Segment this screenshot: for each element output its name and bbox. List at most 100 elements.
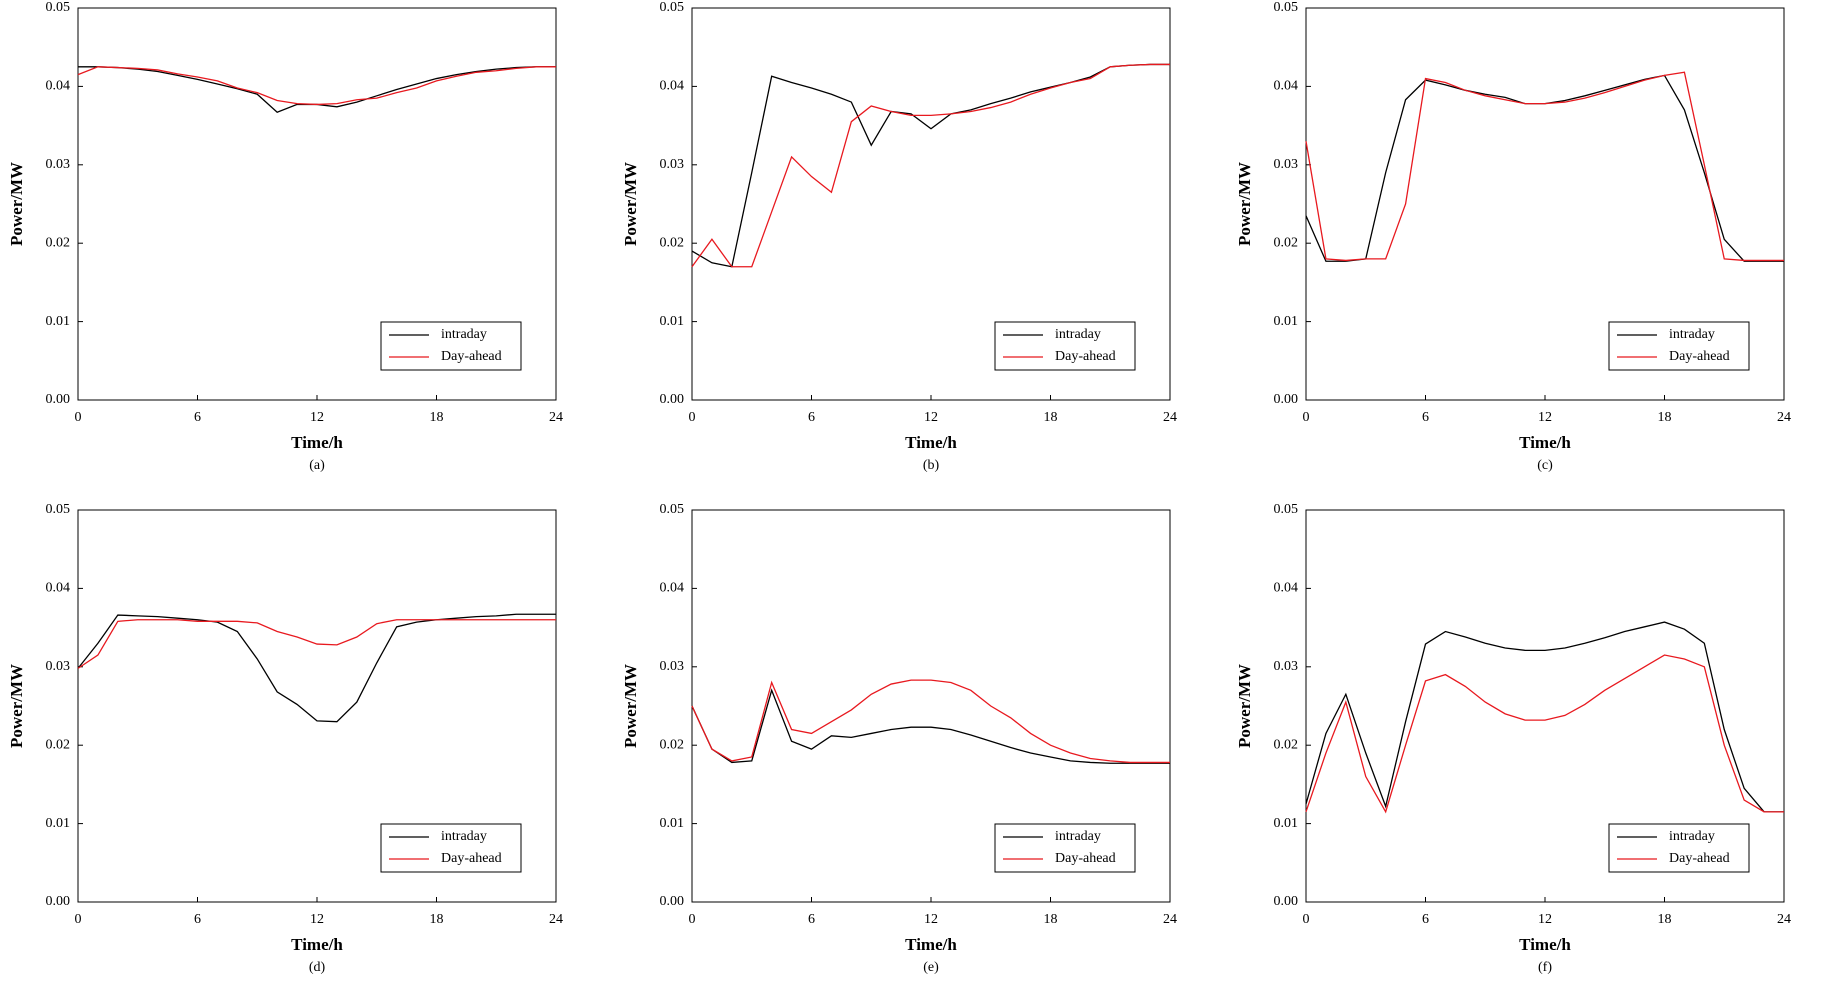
series-line [691, 63, 1170, 268]
y-tick-label: 0.05 [1274, 502, 1299, 517]
x-tick-label: 12 [924, 410, 938, 425]
x-tick-label: 24 [549, 912, 563, 927]
legend-label: intraday [1669, 829, 1715, 844]
legend-label: Day-ahead [441, 349, 502, 364]
x-tick-label: 18 [1658, 410, 1672, 425]
x-tick-label: 18 [1658, 912, 1672, 927]
legend-box [1608, 321, 1750, 371]
y-tick-label: 0.05 [660, 502, 685, 517]
y-tick-label: 0.05 [660, 0, 685, 15]
x-axis-label: Time/h [291, 433, 343, 452]
legend-label: Day-ahead [441, 851, 502, 866]
y-tick-label: 0.05 [46, 502, 71, 517]
caption: (e) [923, 960, 939, 975]
legend-label: Day-ahead [1055, 851, 1116, 866]
x-tick-label: 18 [430, 912, 444, 927]
y-axis-label: Power/MW [7, 162, 26, 246]
y-tick-label: 0.04 [1274, 581, 1299, 596]
x-tick-label: 24 [549, 410, 563, 425]
x-axis-label: Time/h [1519, 433, 1571, 452]
x-tick-label: 6 [194, 410, 201, 425]
x-tick-label: 24 [1777, 410, 1791, 425]
caption: (a) [309, 458, 325, 473]
y-tick-label: 0.00 [660, 392, 685, 407]
y-tick-label: 0.03 [660, 157, 685, 172]
x-axis-label: Time/h [1519, 935, 1571, 954]
x-tick-label: 18 [430, 410, 444, 425]
x-tick-label: 0 [1303, 912, 1310, 927]
y-tick-label: 0.01 [660, 816, 685, 831]
series-line [1305, 621, 1784, 813]
y-tick-label: 0.03 [46, 157, 71, 172]
y-tick-label: 0.03 [1274, 659, 1299, 674]
series-line [1305, 71, 1784, 262]
y-tick-label: 0.02 [46, 235, 71, 250]
x-tick-label: 12 [310, 912, 324, 927]
y-tick-label: 0.01 [660, 314, 685, 329]
y-tick-label: 0.03 [660, 659, 685, 674]
legend-label: intraday [1055, 829, 1101, 844]
legend-box [380, 823, 522, 873]
y-tick-label: 0.00 [1274, 392, 1299, 407]
y-tick-label: 0.00 [660, 894, 685, 909]
y-tick-label: 0.00 [1274, 894, 1299, 909]
y-tick-label: 0.05 [46, 0, 71, 15]
y-tick-label: 0.04 [46, 581, 71, 596]
x-tick-label: 6 [808, 410, 815, 425]
x-tick-label: 18 [1044, 410, 1058, 425]
y-tick-label: 0.01 [1274, 816, 1299, 831]
y-axis-label: Power/MW [1235, 664, 1254, 748]
x-tick-label: 12 [310, 410, 324, 425]
y-tick-label: 0.02 [660, 737, 685, 752]
legend-label: intraday [1669, 327, 1715, 342]
x-axis-label: Time/h [905, 935, 957, 954]
x-tick-label: 12 [924, 912, 938, 927]
x-tick-label: 24 [1777, 912, 1791, 927]
x-axis-label: Time/h [905, 433, 957, 452]
y-axis-label: Power/MW [7, 664, 26, 748]
x-tick-label: 6 [1422, 912, 1429, 927]
y-tick-label: 0.05 [1274, 0, 1299, 15]
legend-label: intraday [1055, 327, 1101, 342]
series-line [77, 613, 556, 723]
y-tick-label: 0.01 [1274, 314, 1299, 329]
x-tick-label: 6 [1422, 410, 1429, 425]
x-tick-label: 6 [808, 912, 815, 927]
y-tick-label: 0.04 [46, 79, 71, 94]
y-tick-label: 0.03 [46, 659, 71, 674]
x-tick-label: 18 [1044, 912, 1058, 927]
y-tick-label: 0.00 [46, 894, 71, 909]
legend-label: Day-ahead [1669, 349, 1730, 364]
x-tick-label: 6 [194, 912, 201, 927]
y-axis-label: Power/MW [621, 664, 640, 748]
y-tick-label: 0.04 [660, 79, 685, 94]
x-tick-label: 0 [75, 912, 82, 927]
y-tick-label: 0.02 [1274, 737, 1299, 752]
caption: (f) [1538, 960, 1552, 975]
legend-label: Day-ahead [1669, 851, 1730, 866]
legend-label: Day-ahead [1055, 349, 1116, 364]
y-axis-label: Power/MW [1235, 162, 1254, 246]
y-tick-label: 0.02 [660, 235, 685, 250]
series-line [77, 619, 556, 669]
legend-label: intraday [441, 829, 487, 844]
legend-box [1608, 823, 1750, 873]
legend-box [994, 823, 1136, 873]
y-tick-label: 0.00 [46, 392, 71, 407]
series-line [1305, 654, 1784, 814]
caption: (c) [1537, 458, 1553, 473]
y-tick-label: 0.03 [1274, 157, 1299, 172]
series-line [77, 66, 556, 106]
y-tick-label: 0.04 [660, 581, 685, 596]
caption: (b) [923, 458, 940, 473]
x-tick-label: 0 [1303, 410, 1310, 425]
x-tick-label: 12 [1538, 410, 1552, 425]
y-tick-label: 0.02 [46, 737, 71, 752]
series-line [78, 66, 556, 114]
y-tick-label: 0.04 [1274, 79, 1299, 94]
x-tick-label: 0 [689, 912, 696, 927]
y-axis-label: Power/MW [621, 162, 640, 246]
y-tick-label: 0.01 [46, 314, 71, 329]
